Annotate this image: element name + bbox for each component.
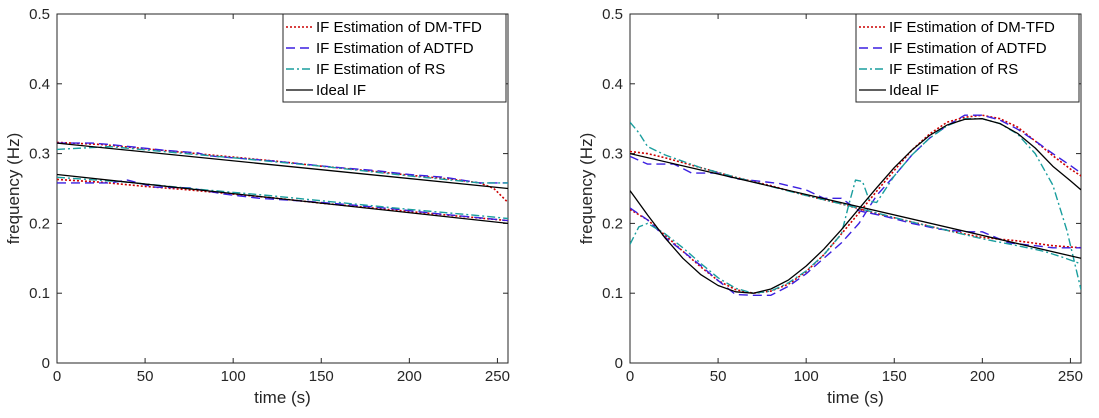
legend-label-2: IF Estimation of ADTFD bbox=[889, 40, 1047, 57]
x-tick-label: 50 bbox=[137, 368, 154, 385]
x-tick-label: 250 bbox=[485, 368, 510, 385]
y-tick-label: 0.2 bbox=[29, 215, 50, 232]
series-line-2-component-2 bbox=[630, 114, 1081, 296]
x-tick-label: 200 bbox=[970, 368, 995, 385]
legend-label-4: Ideal IF bbox=[889, 82, 939, 99]
y-tick-label: 0.1 bbox=[602, 285, 623, 302]
series-line-2-component-2 bbox=[57, 179, 508, 222]
y-tick-label: 0 bbox=[615, 355, 623, 372]
y-tick-label: 0.3 bbox=[602, 146, 623, 163]
y-tick-label: 0.4 bbox=[602, 76, 623, 93]
legend-label-2: IF Estimation of ADTFD bbox=[316, 40, 474, 57]
y-tick-label: 0.5 bbox=[29, 6, 50, 23]
x-tick-label: 0 bbox=[53, 368, 61, 385]
y-tick-label: 0.1 bbox=[29, 285, 50, 302]
x-tick-label: 50 bbox=[710, 368, 727, 385]
legend: IF Estimation of DM-TFD IF Estimation of … bbox=[282, 13, 507, 103]
data-area bbox=[630, 114, 1081, 296]
y-axis-label: frequency (Hz) bbox=[577, 133, 596, 244]
legend: IF Estimation of DM-TFD IF Estimation of … bbox=[855, 13, 1080, 103]
x-axis-label: time (s) bbox=[254, 388, 311, 407]
legend-label-1: IF Estimation of DM-TFD bbox=[316, 19, 482, 36]
y-tick-label: 0.5 bbox=[602, 6, 623, 23]
x-tick-label: 150 bbox=[309, 368, 334, 385]
y-tick-label: 0 bbox=[42, 355, 50, 372]
y-tick-label: 0.2 bbox=[602, 215, 623, 232]
x-tick-label: 100 bbox=[221, 368, 246, 385]
x-tick-label: 200 bbox=[397, 368, 422, 385]
series-line-1-component-1 bbox=[630, 150, 1081, 249]
series-line-4-component-1 bbox=[57, 142, 508, 190]
x-tick-label: 250 bbox=[1058, 368, 1083, 385]
series-line-4-component-2 bbox=[630, 118, 1081, 294]
legend-label-1: IF Estimation of DM-TFD bbox=[889, 19, 1055, 36]
y-tick-label: 0.3 bbox=[29, 146, 50, 163]
legend-box bbox=[282, 13, 507, 103]
data-area bbox=[57, 141, 508, 225]
plot-panel-1: 0 0.1 0.2 0.3 0.4 0.5 0 50 100 150 200 250 time (s) f… bbox=[4, 6, 510, 407]
legend-box bbox=[855, 13, 1080, 103]
series-line-3-component-1 bbox=[57, 145, 508, 184]
legend-label-4: Ideal IF bbox=[316, 82, 366, 99]
series-line-4-component-1 bbox=[630, 152, 1081, 259]
x-tick-label: 150 bbox=[882, 368, 907, 385]
y-axis-label: frequency (Hz) bbox=[4, 133, 23, 244]
x-tick-label: 0 bbox=[626, 368, 634, 385]
legend-label-3: IF Estimation of RS bbox=[316, 61, 445, 78]
x-axis-label: time (s) bbox=[827, 388, 884, 407]
plot-panel-2: 0 0.1 0.2 0.3 0.4 0.5 0 50 100 150 200 250 time (s) f… bbox=[577, 6, 1083, 407]
series-line-3-component-1 bbox=[630, 121, 1081, 265]
series-line-2-component-1 bbox=[57, 142, 508, 184]
series-line-4-component-2 bbox=[57, 173, 508, 225]
series-line-1-component-2 bbox=[630, 114, 1081, 295]
x-tick-label: 100 bbox=[794, 368, 819, 385]
legend-label-3: IF Estimation of RS bbox=[889, 61, 1018, 78]
y-tick-label: 0.4 bbox=[29, 76, 50, 93]
